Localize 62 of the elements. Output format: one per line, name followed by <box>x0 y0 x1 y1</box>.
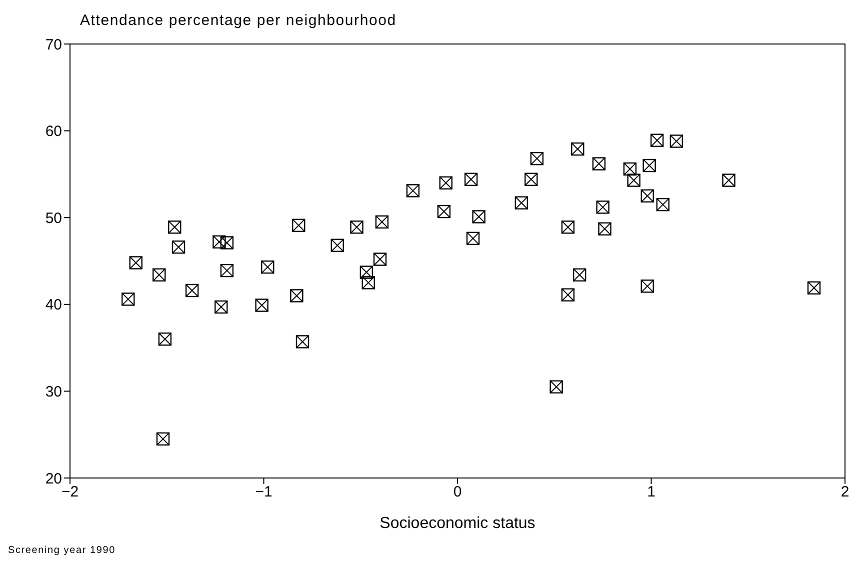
point <box>670 134 684 148</box>
x-axis-title: Socioeconomic status <box>380 515 536 532</box>
x-tick-label: −2 <box>61 484 79 501</box>
point <box>373 252 387 266</box>
point <box>530 152 544 166</box>
x-tick-label: 1 <box>647 484 656 501</box>
point <box>330 238 344 252</box>
point <box>220 236 234 250</box>
point <box>255 298 268 312</box>
point <box>290 289 304 302</box>
point <box>656 198 670 212</box>
point <box>524 172 538 186</box>
point <box>168 220 182 234</box>
point <box>185 284 199 298</box>
point <box>623 162 637 176</box>
point <box>642 158 656 172</box>
point <box>650 134 664 147</box>
point <box>158 332 172 346</box>
point <box>464 172 478 186</box>
point <box>375 215 389 229</box>
point <box>640 189 654 202</box>
y-tick-label: 50 <box>45 210 62 227</box>
point <box>156 432 170 446</box>
point <box>722 174 736 187</box>
y-tick-label: 30 <box>45 384 62 401</box>
point <box>122 292 135 306</box>
point <box>261 260 274 274</box>
x-tick-label: 2 <box>840 484 850 501</box>
point <box>406 184 420 198</box>
point <box>466 232 480 246</box>
y-tick-label: 70 <box>45 36 62 54</box>
y-tick-label: 20 <box>45 470 62 488</box>
point <box>439 176 452 190</box>
point <box>172 240 186 254</box>
point <box>437 204 451 218</box>
y-tick-label: 60 <box>45 123 62 140</box>
point <box>220 264 234 278</box>
chart-title: Attendance percentage per neighbourhood <box>80 12 396 29</box>
y-tick-label: 40 <box>45 296 62 314</box>
point <box>807 281 821 295</box>
point <box>472 210 486 224</box>
point <box>572 268 586 282</box>
point <box>350 220 364 234</box>
point <box>592 157 606 170</box>
point <box>152 268 166 282</box>
point <box>561 288 575 302</box>
point <box>571 142 584 156</box>
x-tick-label: 0 <box>453 484 462 501</box>
text: Screening year 1990 <box>8 545 116 556</box>
point <box>129 256 142 270</box>
point <box>640 280 654 293</box>
point <box>214 300 228 314</box>
point <box>212 235 226 249</box>
point <box>292 218 306 232</box>
point <box>550 380 563 394</box>
x-tick-label: −1 <box>255 484 272 501</box>
point <box>598 222 612 236</box>
point <box>561 220 575 234</box>
point <box>514 196 528 210</box>
point <box>627 174 640 187</box>
point <box>296 335 310 348</box>
point <box>596 200 610 214</box>
